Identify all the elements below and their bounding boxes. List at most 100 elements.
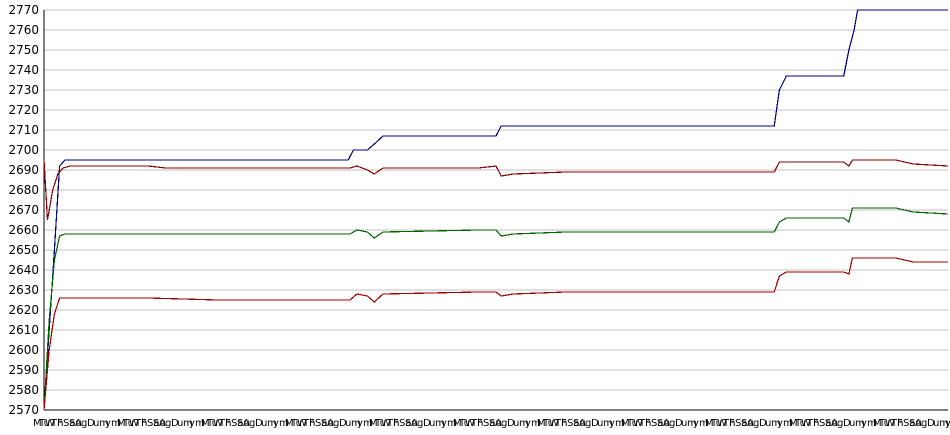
x-tick-label: Su [69, 418, 82, 429]
x-tick-label: F [141, 418, 147, 429]
y-tick-label: 2690 [8, 163, 39, 177]
x-tick-label: D [675, 418, 683, 429]
x-tick-label: m [279, 418, 289, 429]
x-tick-label: Tu [38, 418, 50, 429]
x-tick-label: F [729, 418, 735, 429]
x-tick-label: m [867, 418, 877, 429]
x-tick-label: m [531, 418, 541, 429]
x-tick-label: Tu [206, 418, 218, 429]
x-tick-label: m [99, 418, 109, 429]
x-tick-label: g [669, 418, 675, 429]
x-tick-label: g [249, 418, 255, 429]
x-tick-label: Su [657, 418, 670, 429]
x-tick-label: Tu [458, 418, 470, 429]
x-tick-label: A [579, 418, 586, 429]
x-tick-label: u [765, 418, 771, 429]
x-tick-label: m [351, 418, 361, 429]
x-tick-label: W [297, 418, 307, 429]
x-tick-label: Su [153, 418, 166, 429]
gridlines [44, 9, 948, 411]
x-tick-label: m [939, 418, 949, 429]
x-tick-label: Tu [542, 418, 554, 429]
x-tick-label: g [837, 418, 843, 429]
y-tick-label: 2670 [8, 203, 39, 217]
y-tick-label: 2760 [8, 23, 39, 37]
x-tick-label: g [333, 418, 339, 429]
x-tick-label: m [183, 418, 193, 429]
y-tick-label: 2710 [8, 123, 39, 137]
x-tick-label: m [855, 418, 865, 429]
x-tick-label: D [423, 418, 431, 429]
y-tick-label: 2580 [8, 383, 39, 397]
x-tick-label: Tu [122, 418, 134, 429]
x-tick-label: g [81, 418, 87, 429]
x-tick-label: m [447, 418, 457, 429]
x-tick-label: g [753, 418, 759, 429]
x-tick-label: u [681, 418, 687, 429]
x-tick-label: F [645, 418, 651, 429]
x-tick-label: Sa [63, 418, 75, 429]
x-tick-label: u [933, 418, 939, 429]
x-tick-label: Sa [483, 418, 495, 429]
x-tick-label: Th [722, 418, 735, 429]
x-tick-label: Th [386, 418, 399, 429]
x-tick-label: Su [321, 418, 334, 429]
x-tick-label: M [621, 418, 630, 429]
x-tick-label: A [747, 418, 754, 429]
series-line-2 [43, 159, 949, 221]
x-tick-label: Th [890, 418, 903, 429]
x-tick-label: Tu [626, 418, 638, 429]
x-tick-label: y [945, 418, 950, 429]
x-tick-label: Su [909, 418, 922, 429]
x-tick-label: D [927, 418, 935, 429]
x-tick-label: M [285, 418, 294, 429]
x-tick-label: Sa [315, 418, 327, 429]
x-tick-label: Su [573, 418, 586, 429]
x-tick-label: Th [218, 418, 231, 429]
x-tick-label: Th [50, 418, 63, 429]
x-tick-label: m [363, 418, 373, 429]
x-tick-label: u [345, 418, 351, 429]
x-tick-label: Th [638, 418, 651, 429]
x-tick-label: Tu [878, 418, 890, 429]
x-tick-label: Th [806, 418, 819, 429]
x-tick-label: M [117, 418, 126, 429]
x-tick-label: Su [741, 418, 754, 429]
x-tick-label: Th [470, 418, 483, 429]
x-tick-label: m [435, 418, 445, 429]
y-tick-label: 2680 [8, 183, 39, 197]
x-tick-label: y [525, 418, 531, 429]
y-tick-label: 2620 [8, 303, 39, 317]
x-tick-label: W [213, 418, 223, 429]
x-tick-label: A [663, 418, 670, 429]
x-tick-label: D [255, 418, 263, 429]
x-tick-label: W [633, 418, 643, 429]
x-tick-label: Su [405, 418, 418, 429]
x-tick-label: A [243, 418, 250, 429]
x-tick-label: D [339, 418, 347, 429]
x-tick-label: A [915, 418, 922, 429]
x-tick-label: Tu [794, 418, 806, 429]
x-tick-label: m [195, 418, 205, 429]
x-tick-label: u [513, 418, 519, 429]
x-tick-label: m [111, 418, 121, 429]
x-tick-label: W [129, 418, 139, 429]
x-tick-label: u [261, 418, 267, 429]
x-tick-label: g [921, 418, 927, 429]
x-tick-label: y [777, 418, 783, 429]
series-line-3 [43, 207, 949, 411]
x-tick-label: m [783, 418, 793, 429]
y-tick-label: 2740 [8, 63, 39, 77]
x-tick-label: Sa [399, 418, 411, 429]
x-tick-label: Sa [651, 418, 663, 429]
y-tick-label: 2570 [8, 403, 39, 417]
x-tick-label: Th [134, 418, 147, 429]
x-tick-label: m [687, 418, 697, 429]
series-group [43, 9, 949, 411]
x-tick-label: F [813, 418, 819, 429]
x-tick-label: F [393, 418, 399, 429]
x-tick-label: g [417, 418, 423, 429]
x-tick-label: m [615, 418, 625, 429]
x-tick-label: Tu [290, 418, 302, 429]
